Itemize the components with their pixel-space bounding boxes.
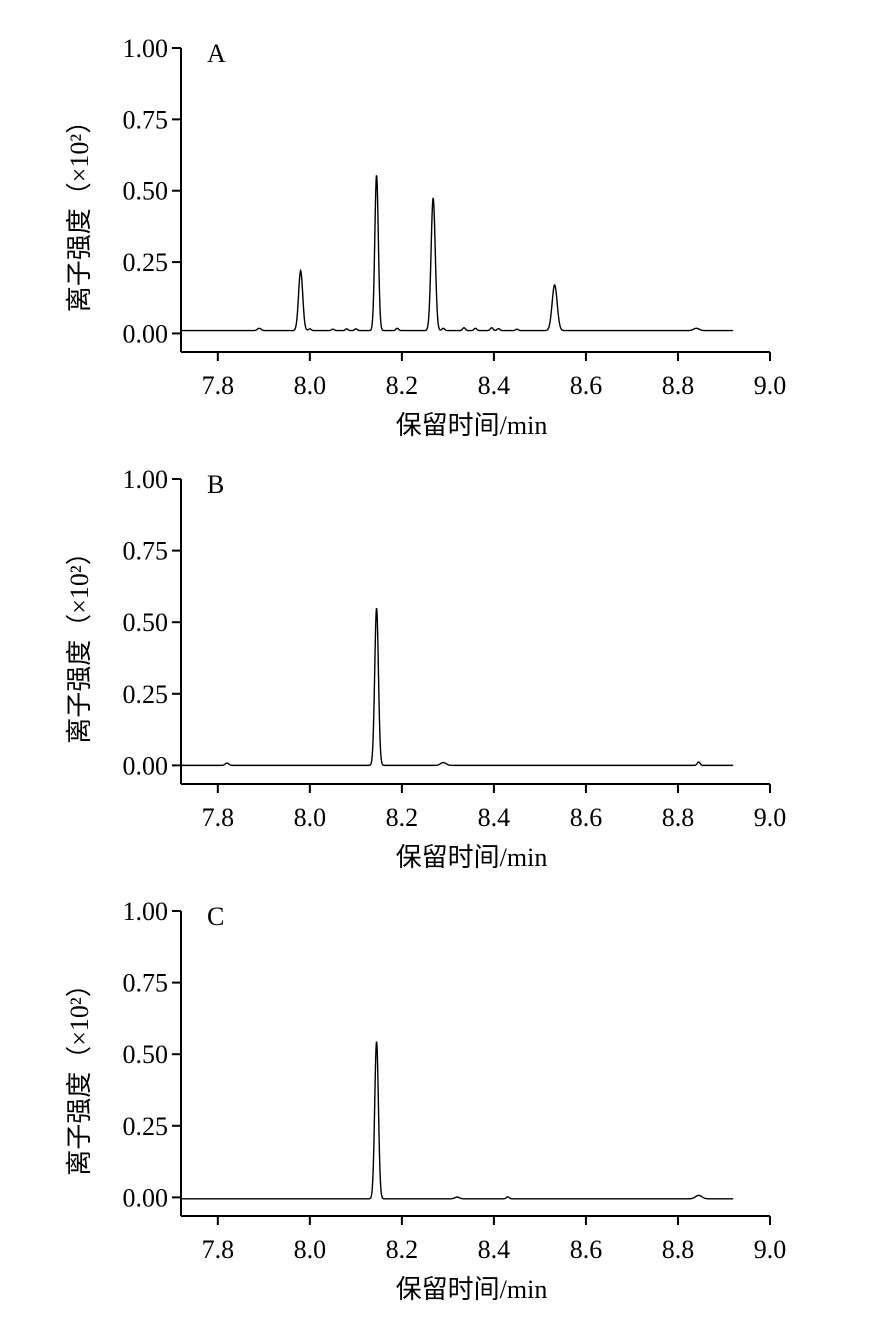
y-tick-label: 0.25 (123, 1112, 169, 1141)
x-tick-label: 8.4 (478, 1235, 511, 1264)
x-tick-label: 8.0 (294, 803, 327, 832)
y-tick-label: 1.00 (123, 465, 169, 494)
x-tick-label: 8.8 (662, 803, 695, 832)
y-tick-label: 0.50 (123, 177, 169, 206)
y-tick-label: 1.00 (123, 34, 169, 63)
x-tick-label: 8.8 (662, 371, 695, 400)
x-tick-label: 8.2 (386, 803, 419, 832)
y-axis-title: 离子强度（×10²） (65, 971, 94, 1175)
x-axis-title: 保留时间/min (396, 843, 548, 872)
y-tick-label: 0.25 (123, 248, 169, 277)
x-tick-label: 8.0 (294, 371, 327, 400)
x-tick-label: 9.0 (754, 803, 787, 832)
x-tick-label: 8.6 (570, 1235, 603, 1264)
x-axis-title: 保留时间/min (396, 411, 548, 440)
chart-panel-a: 0.00 0.25 0.50 0.75 1.00 7.8 8.0 8.2 8.4 8.6 8.8 9.… (65, 34, 786, 440)
x-tick-label: 7.8 (202, 803, 235, 832)
chromatogram-trace (181, 607, 734, 767)
panel-label: B (207, 470, 224, 499)
x-tick-label: 8.0 (294, 1235, 327, 1264)
x-tick-label: 8.2 (386, 1235, 419, 1264)
x-tick-label: 8.4 (478, 371, 511, 400)
chart-panel-c: 0.00 0.25 0.50 0.75 1.00 7.8 8.0 8.2 8.4 8.6 8.8 9.… (65, 897, 786, 1304)
y-tick-label: 0.50 (123, 608, 169, 637)
x-tick-label: 9.0 (754, 1235, 787, 1264)
chart-panel-b: 0.00 0.25 0.50 0.75 1.00 7.8 8.0 8.2 8.4 8.6 8.8 9.… (65, 465, 786, 872)
chromatogram-trace (181, 1041, 734, 1200)
chromatogram-trace (181, 175, 734, 332)
x-tick-label: 8.4 (478, 803, 511, 832)
y-tick-label: 1.00 (123, 897, 169, 926)
y-tick-label: 0.00 (123, 319, 169, 348)
y-tick-label: 0.25 (123, 680, 169, 709)
y-tick-label: 0.50 (123, 1040, 169, 1069)
y-tick-label: 0.75 (123, 537, 169, 566)
x-tick-label: 7.8 (202, 1235, 235, 1264)
y-tick-label: 0.75 (123, 969, 169, 998)
x-tick-label: 8.6 (570, 371, 603, 400)
x-tick-label: 8.6 (570, 803, 603, 832)
y-tick-label: 0.00 (123, 751, 169, 780)
y-axis-title: 离子强度（×10²） (65, 539, 94, 743)
x-tick-label: 9.0 (754, 371, 787, 400)
x-tick-label: 8.8 (662, 1235, 695, 1264)
panel-label: A (207, 39, 226, 68)
y-tick-label: 0.75 (123, 105, 169, 134)
y-axis-title: 离子强度（×10²） (65, 108, 94, 312)
x-tick-label: 8.2 (386, 371, 419, 400)
panel-label: C (207, 902, 224, 931)
x-axis-title: 保留时间/min (396, 1275, 548, 1304)
y-tick-label: 0.00 (123, 1183, 169, 1212)
x-tick-label: 7.8 (202, 371, 235, 400)
